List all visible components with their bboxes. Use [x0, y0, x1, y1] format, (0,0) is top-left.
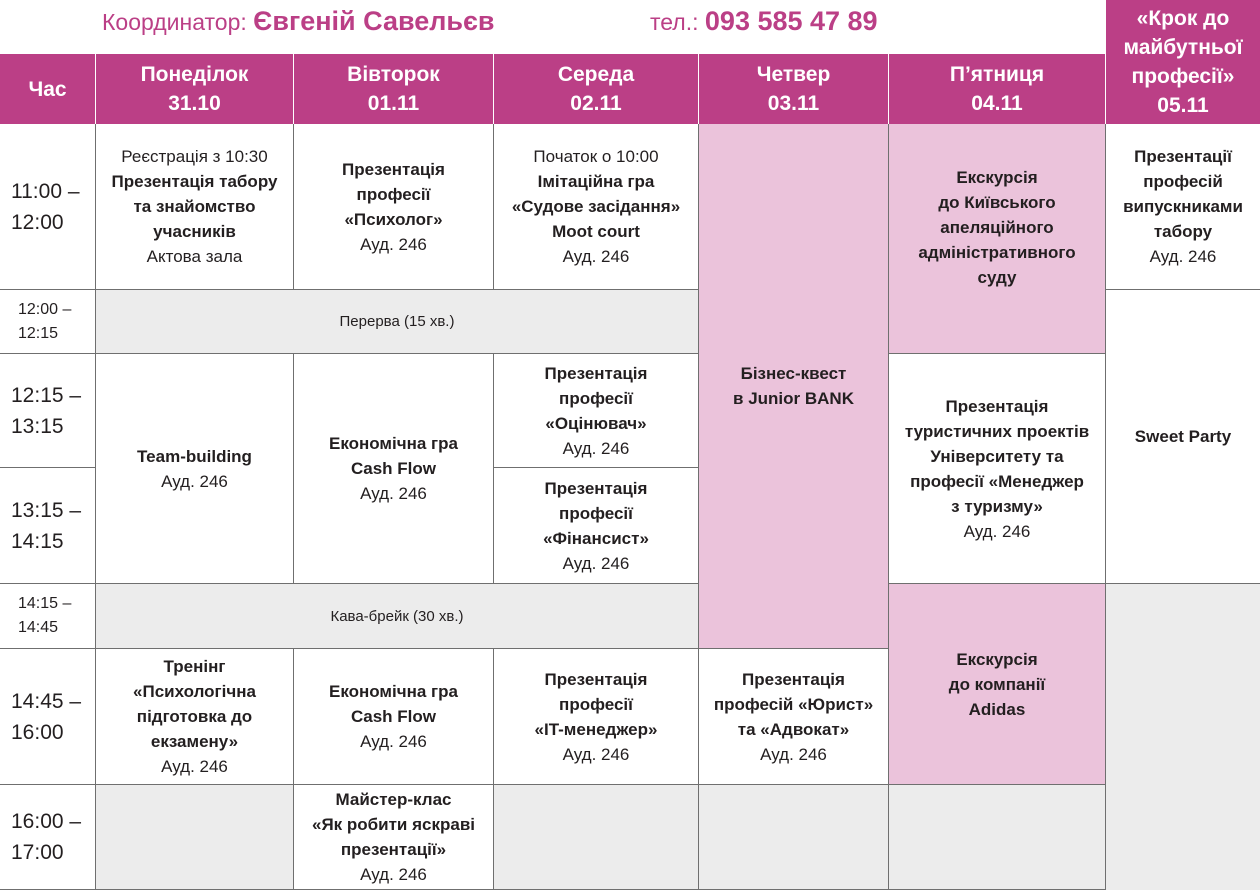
- event-tue-cash-flow-2: Економічна гра Cash Flow Ауд. 246: [294, 649, 494, 785]
- event-wed-financier: Презентація професії «Фінансист» Ауд. 24…: [494, 468, 699, 584]
- header-time: Час: [0, 54, 96, 124]
- header-friday-date: 04.11: [971, 92, 1023, 115]
- header-wednesday-day: Середа: [557, 63, 635, 86]
- event-mon-registration: Реєстрація з 10:30 Презентація табору та…: [96, 124, 294, 290]
- time-slot-7: 16:00 –17:00: [0, 785, 96, 890]
- event-fri-court-excursion: Екскурсія до Київського апеляційного адм…: [889, 124, 1106, 354]
- header-monday: Понеділок 31.10: [96, 54, 294, 124]
- time-slot-2: 12:00 –12:15: [0, 290, 96, 354]
- header-saturday-date: 05.11: [1157, 94, 1209, 117]
- event-tue-cash-flow: Економічна гра Cash Flow Ауд. 246: [294, 354, 494, 584]
- event-sat-graduates: Презентації професій випускниками табору…: [1106, 124, 1260, 290]
- header-saturday-line1: «Крок до: [1136, 7, 1230, 30]
- header-tuesday: Вівторок 01.11: [294, 54, 494, 124]
- thu-empty-evening: [699, 785, 889, 890]
- coffee-break: Кава-брейк (30 хв.): [96, 584, 699, 649]
- time-slot-3: 12:15 –13:15: [0, 354, 96, 468]
- event-mon-team-building: Team-building Ауд. 246: [96, 354, 294, 584]
- coordinator-info: Координатор: Євгеній Савельєв: [102, 6, 494, 37]
- header-thursday: Четвер 03.11: [699, 54, 889, 124]
- sat-empty-afternoon: [1106, 584, 1260, 890]
- event-wed-moot-court: Початок о 10:00 Імітаційна гра «Судове з…: [494, 124, 699, 290]
- header-thursday-day: Четвер: [756, 63, 831, 86]
- break-15-min: Перерва (15 хв.): [96, 290, 699, 354]
- wed-empty-evening: [494, 785, 699, 890]
- time-slot-1: 11:00 –12:00: [0, 124, 96, 290]
- time-slot-4: 13:15 –14:15: [0, 468, 96, 584]
- event-sat-sweet-party: Sweet Party: [1106, 290, 1260, 584]
- event-wed-appraiser: Презентація професії «Оцінювач» Ауд. 246: [494, 354, 699, 468]
- event-fri-tourism: Презентація туристичних проектів Універс…: [889, 354, 1106, 584]
- header-wednesday: Середа 02.11: [494, 54, 699, 124]
- event-fri-adidas: Екскурсія до компанії Adidas: [889, 584, 1106, 785]
- phone-number: 093 585 47 89: [704, 6, 878, 36]
- header-thursday-date: 03.11: [767, 92, 820, 115]
- time-slot-6: 14:45 –16:00: [0, 649, 96, 785]
- time-slot-5: 14:15 –14:45: [0, 584, 96, 649]
- header-friday-day: П’ятниця: [949, 63, 1045, 86]
- header-wednesday-date: 02.11: [570, 92, 622, 115]
- event-mon-training: Тренінг «Психологічна підготовка до екза…: [96, 649, 294, 785]
- mon-empty-evening: [96, 785, 294, 890]
- coordinator-phone: тел.: 093 585 47 89: [650, 6, 878, 37]
- header-tuesday-day: Вівторок: [347, 63, 440, 86]
- coordinator-label: Координатор:: [102, 9, 247, 35]
- header-monday-day: Понеділок: [140, 63, 249, 86]
- event-tue-psychologist: Презентація професії «Психолог» Ауд. 246: [294, 124, 494, 290]
- event-thu-lawyer: Презентація професій «Юрист» та «Адвокат…: [699, 649, 889, 785]
- event-wed-it-manager: Презентація професії «IT-менеджер» Ауд. …: [494, 649, 699, 785]
- header-saturday-line3: професії»: [1131, 65, 1235, 88]
- event-thu-business-quest: Бізнес-квест в Junior BANK: [699, 124, 889, 649]
- coordinator-name: Євгеній Савельєв: [253, 6, 495, 36]
- event-tue-masterclass: Майстер-клас «Як робити яскраві презента…: [294, 785, 494, 890]
- fri-empty-evening: [889, 785, 1106, 890]
- header-tuesday-date: 01.11: [367, 92, 420, 115]
- coordinator-bar: Координатор: Євгеній Савельєв тел.: 093 …: [0, 0, 1105, 54]
- phone-label: тел.:: [650, 9, 699, 35]
- header-saturday-line2: майбутньої: [1123, 36, 1243, 59]
- header-saturday: «Крок до майбутньої професії» 05.11: [1106, 0, 1260, 124]
- header-monday-date: 31.10: [168, 92, 221, 115]
- header-friday: П’ятниця 04.11: [889, 54, 1106, 124]
